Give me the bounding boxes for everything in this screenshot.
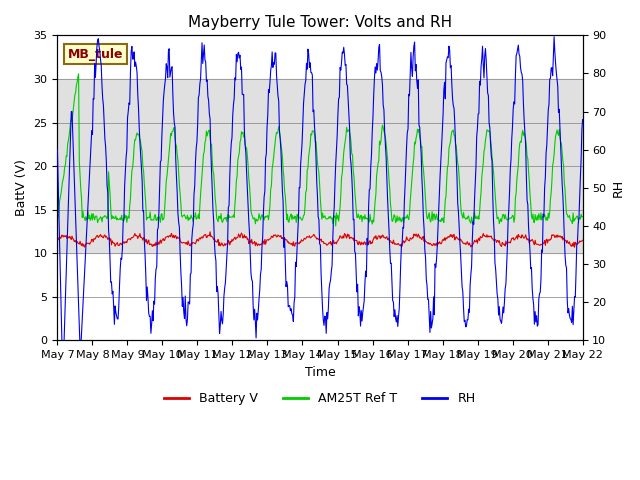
Text: MB_tule: MB_tule bbox=[68, 48, 124, 60]
X-axis label: Time: Time bbox=[305, 366, 335, 379]
Y-axis label: RH: RH bbox=[612, 179, 625, 197]
Y-axis label: BattV (V): BattV (V) bbox=[15, 159, 28, 216]
Bar bbox=[58, 166, 582, 253]
Legend: Battery V, AM25T Ref T, RH: Battery V, AM25T Ref T, RH bbox=[159, 387, 481, 410]
Bar bbox=[58, 79, 582, 166]
Title: Mayberry Tule Tower: Volts and RH: Mayberry Tule Tower: Volts and RH bbox=[188, 15, 452, 30]
